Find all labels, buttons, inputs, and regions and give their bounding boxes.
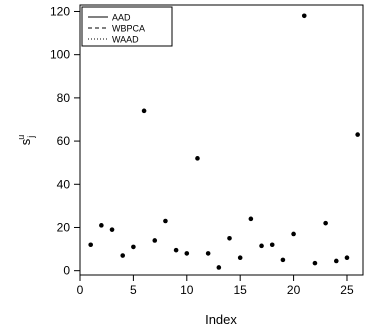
y-axis-title-subscript: j bbox=[26, 136, 36, 139]
data-point bbox=[216, 265, 222, 270]
data-point bbox=[131, 244, 136, 250]
x-axis: 0 5 10 15 20 25 bbox=[77, 275, 354, 297]
data-points bbox=[88, 13, 360, 270]
data-point bbox=[291, 231, 296, 237]
legend-label-waad: WAAD bbox=[112, 35, 139, 45]
data-point bbox=[173, 247, 179, 253]
x-tick-label: 20 bbox=[287, 283, 301, 297]
y-tick-label: 80 bbox=[57, 91, 71, 105]
legend-label-aad: AAD bbox=[112, 13, 131, 23]
data-point bbox=[323, 220, 328, 226]
data-point bbox=[259, 243, 264, 249]
y-tick-label: 60 bbox=[57, 134, 71, 148]
data-point bbox=[88, 242, 93, 248]
data-point bbox=[334, 258, 339, 264]
data-point bbox=[205, 251, 211, 256]
y-tick-label: 100 bbox=[50, 48, 70, 62]
data-point bbox=[269, 242, 275, 248]
data-point bbox=[141, 108, 147, 114]
data-point bbox=[109, 227, 115, 232]
data-point bbox=[248, 216, 254, 222]
y-axis-title-main: sju bbox=[16, 135, 36, 146]
data-point bbox=[301, 13, 307, 19]
x-tick-label: 15 bbox=[234, 283, 248, 297]
data-point bbox=[152, 238, 158, 243]
data-point bbox=[184, 251, 190, 256]
y-tick-label: 40 bbox=[57, 177, 71, 191]
data-point bbox=[344, 255, 350, 261]
data-point bbox=[195, 156, 200, 161]
data-point bbox=[227, 235, 232, 241]
data-point bbox=[280, 257, 286, 263]
x-tick-label: 25 bbox=[340, 283, 354, 297]
legend-label-wbpca: WBPCA bbox=[112, 24, 145, 34]
y-axis-title: sju bbox=[16, 135, 36, 146]
x-tick-label: 5 bbox=[130, 283, 137, 297]
x-tick-label: 10 bbox=[180, 283, 194, 297]
data-point bbox=[237, 255, 243, 261]
data-point bbox=[312, 260, 318, 266]
legend: AAD WBPCA WAAD bbox=[81, 6, 173, 47]
x-axis-title: Index bbox=[205, 312, 237, 327]
x-tick-label: 0 bbox=[77, 283, 84, 297]
y-tick-label: 120 bbox=[50, 4, 70, 18]
data-point bbox=[355, 132, 360, 137]
y-axis: 0 20 40 60 80 100 120 bbox=[50, 4, 80, 278]
data-point bbox=[120, 253, 126, 258]
plot-frame bbox=[79, 4, 364, 276]
data-point bbox=[163, 218, 168, 224]
y-tick-label: 20 bbox=[57, 220, 71, 234]
data-point bbox=[99, 223, 104, 228]
y-axis-title-superscript: u bbox=[16, 135, 26, 140]
y-tick-label: 0 bbox=[63, 264, 70, 278]
